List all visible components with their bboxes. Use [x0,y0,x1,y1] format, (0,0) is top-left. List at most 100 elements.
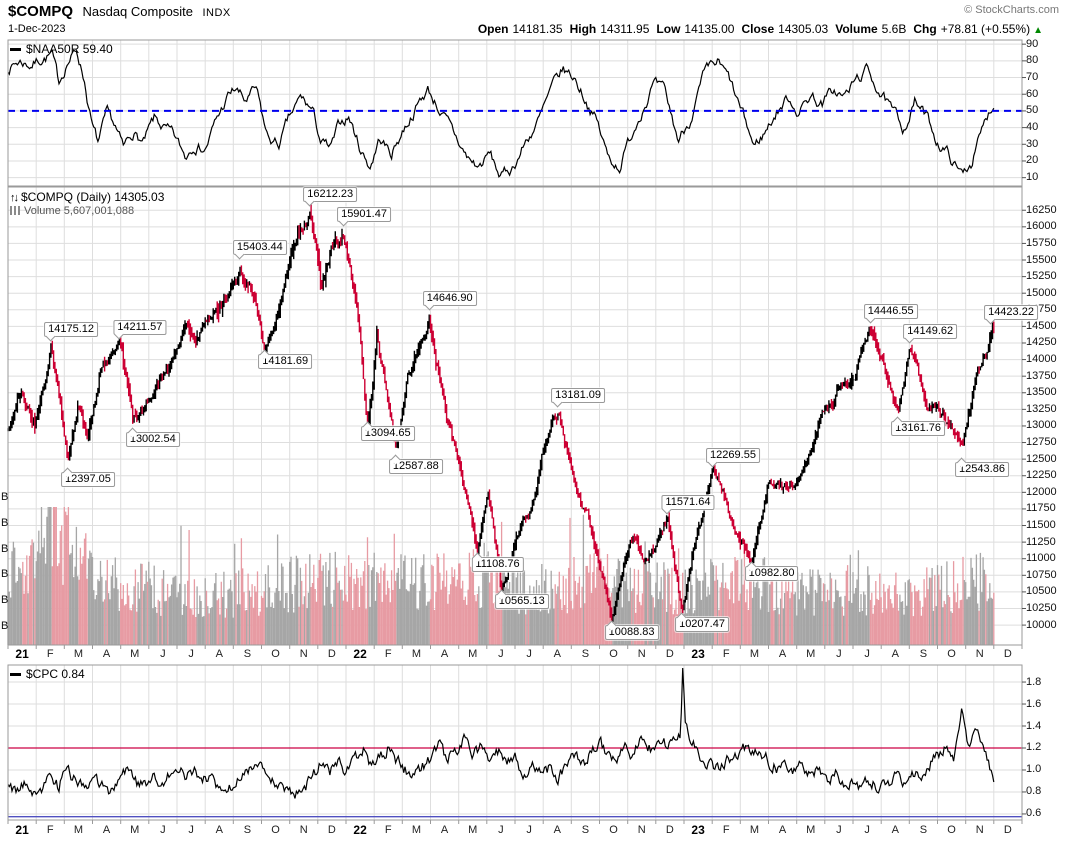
x-axis-month-label: A [215,824,223,836]
x-axis-month-label: J [864,648,870,660]
close-label: Close [741,22,775,36]
high-value: 14311.95 [600,22,650,36]
chart-date: 1-Dec-2023 [8,23,66,35]
price-annotation-callout: 13181.09 [551,387,606,408]
volume-value: 5.6B [881,22,907,36]
price-annotation-callout: 15901.47 [337,207,391,227]
y-axis-tick-label: 1.4 [1026,719,1042,732]
price-annotation-callout: 14181.69 [258,349,313,369]
price-annotation-callout: 10088.83 [604,620,659,641]
y-axis-tick-label: 60 [1026,87,1039,100]
low-value: 14135.00 [684,22,735,36]
x-axis-month-label: A [891,648,899,660]
x-axis-month-label: N [975,824,984,836]
y-axis-tick-label: 50 [1026,104,1039,117]
x-axis-month-label: 23 [691,647,705,661]
price-annotation-callout: 11571.64 [661,494,715,515]
chg-label: Chg [913,22,937,36]
price-annotation-callout: 14646.90 [422,290,477,311]
x-axis-month-label: J [498,648,504,660]
x-axis-month-label: M [749,648,759,660]
y-axis-tick-label: 80 [1026,54,1039,67]
ohlc-readout: Open 14181.35 High 14311.95 Low 14135.00 Close… [471,22,1043,36]
high-label: High [569,22,597,36]
x-axis-month-label: A [102,824,111,836]
x-axis-month-label: F [722,648,730,660]
x-axis-month-label: J [188,648,194,660]
line-swatch-icon [10,48,21,52]
price-annotation-callout: 11108.76 [471,553,524,573]
y-axis-tick-label: 1.6 [1026,697,1042,710]
y-axis-tick-label: 0.8 [1026,785,1042,798]
open-value: 14181.35 [512,22,563,36]
compq-legend: ↑↓ $COMPQ (Daily) 14305.03 Volume 5,607,0… [10,190,164,217]
price-annotation-callout: 16212.23 [303,186,358,207]
naa50r-legend: $NAA50R 59.40 [10,42,113,56]
price-annotation-callout: 14175.12 [44,321,99,342]
x-axis-month-label: N [299,824,308,836]
y-axis-tick-label: 10000 [1026,618,1057,631]
price-annotation-callout: 15403.44 [232,240,287,260]
volume-axis-label: B [1,516,9,529]
x-axis-month-label: D [327,824,336,836]
x-axis-month-label: 22 [353,647,367,661]
x-axis-month-label: O [947,824,956,836]
volume-label: Volume [835,22,878,36]
x-axis-month-label: M [749,824,759,836]
ticker-symbol: $COMPQ [8,3,74,20]
y-axis-tick-label: 14500 [1026,319,1057,332]
chg-up-triangle-icon: ▲ [1033,25,1043,36]
x-axis-month-label: A [553,648,561,660]
price-annotation-callout: 12587.88 [388,454,443,475]
x-axis-month-label: N [637,648,646,660]
y-axis-tick-label: 12000 [1026,485,1057,498]
x-axis-month-label: 22 [353,823,367,837]
chg-value: +78.81 (+0.55%) [940,22,1031,36]
y-axis-tick-label: 15000 [1026,286,1057,299]
y-axis-tick-label: 90 [1026,37,1039,50]
x-axis-month-label: A [440,648,449,660]
x-axis-month-label: J [188,824,194,836]
x-axis-months-main: 21 F M A M J J A S O N D 22 F M A M J J A S O N D 23 F M A M J J A S O N D [0,646,1065,662]
low-label: Low [656,22,681,36]
y-axis-tick-label: 40 [1026,121,1039,134]
line-swatch-icon [10,673,21,677]
volume-axis-label: B [1,542,9,555]
y-axis-tick-label: 10500 [1026,585,1057,598]
x-axis-month-label: 21 [15,823,29,837]
x-axis-month-label: D [327,648,336,660]
x-axis-month-label: M [73,648,83,660]
y-axis-tick-label: 1.8 [1026,675,1042,688]
y-axis-tick-label: 12250 [1026,469,1057,482]
x-axis-month-label: J [836,648,842,660]
x-axis-month-label: J [526,648,532,660]
y-axis-tick-label: 10750 [1026,568,1057,581]
x-axis-month-label: N [637,824,646,836]
exchange-tag: INDX [202,7,231,19]
x-axis-month-label: M [468,824,478,836]
y-axis-tick-label: 15750 [1026,236,1057,249]
x-axis-month-label: F [46,824,54,836]
x-axis-month-label: M [806,648,816,660]
x-axis-month-label: O [609,824,618,836]
price-annotation-callout: 14423.22 [984,305,1038,325]
close-value: 14305.03 [778,22,829,36]
x-axis-month-label: A [215,648,223,660]
x-axis-month-label: J [526,824,532,836]
x-axis-month-label: D [1003,648,1012,660]
x-axis-month-label: A [778,824,787,836]
x-axis-month-label: N [299,648,308,660]
x-axis-month-label: A [440,824,449,836]
x-axis-month-label: J [864,824,870,836]
chart-header: $COMPQ Nasdaq Composite INDX © StockChar… [8,3,1059,21]
volume-axis-label: B [1,568,9,581]
y-axis-tick-label: 70 [1026,71,1039,84]
x-axis-month-label: F [46,648,54,660]
x-axis-month-label: S [243,824,252,836]
y-axis-tick-label: 13000 [1026,419,1057,432]
x-axis-month-label: J [498,824,504,836]
y-axis-tick-label: 10250 [1026,601,1057,614]
y-axis-tick-label: 0.6 [1026,807,1042,820]
price-annotation-callout: 10565.13 [494,589,549,609]
